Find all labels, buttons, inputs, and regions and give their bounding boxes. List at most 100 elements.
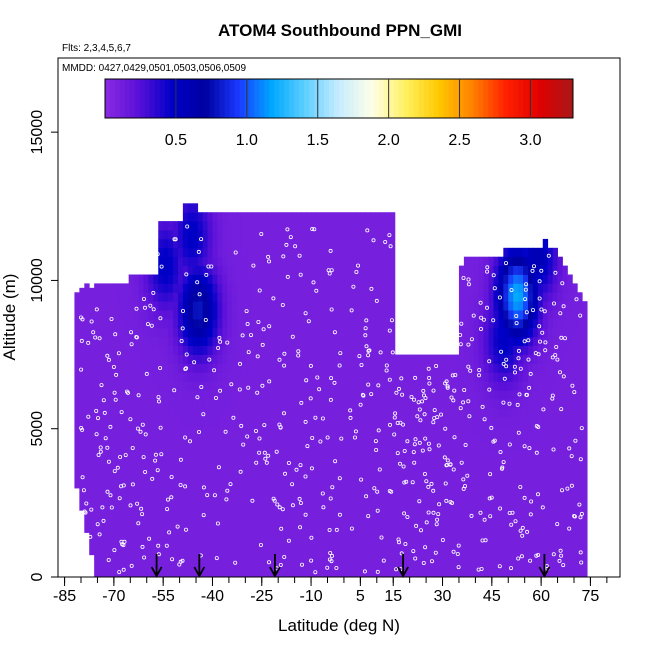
heat-cell: [527, 256, 534, 266]
heat-cell: [527, 327, 534, 338]
heat-cell: [148, 363, 154, 373]
sample-point: [223, 429, 228, 434]
heat-cell: [187, 345, 194, 355]
heat-cell: [523, 532, 529, 542]
heat-cell: [276, 283, 282, 293]
heat-cell: [458, 488, 465, 498]
heat-cell: [242, 372, 248, 382]
heat-cell: [281, 559, 287, 569]
heat-cell: [202, 470, 208, 480]
heat-cell: [296, 452, 302, 462]
heat-cell: [296, 390, 302, 400]
heat-cell: [311, 523, 317, 533]
heat-cell: [385, 407, 391, 418]
heat-cell: [182, 230, 189, 240]
heat-cell: [478, 256, 485, 266]
sample-point: [489, 495, 494, 500]
heat-cell: [434, 479, 440, 489]
heat-cell: [232, 345, 238, 355]
sample-point: [491, 273, 496, 278]
x-tick-label: 45: [483, 588, 501, 605]
sample-point: [82, 559, 87, 564]
sample-point: [275, 502, 280, 507]
heat-cell: [197, 318, 204, 329]
heat-cell: [404, 416, 411, 427]
heat-cell: [212, 550, 218, 560]
heat-cell: [508, 488, 514, 498]
heat-cell: [350, 230, 356, 240]
heat-cell: [306, 247, 312, 258]
heat-cell: [444, 425, 450, 436]
sample-point: [187, 439, 192, 444]
heat-cell: [118, 399, 125, 409]
heat-cell: [468, 310, 475, 320]
heat-cell: [370, 559, 376, 569]
heat-cell: [99, 434, 105, 444]
heat-cell: [518, 425, 524, 436]
heat-cell: [498, 399, 504, 409]
heat-cell: [212, 407, 218, 418]
heat-cell: [380, 354, 386, 364]
heat-cell: [320, 336, 327, 347]
sample-point: [169, 495, 174, 500]
heat-cell: [311, 381, 317, 391]
heat-cell: [217, 274, 223, 284]
heat-cell: [385, 212, 391, 222]
heat-cell: [94, 399, 100, 409]
heat-cell: [168, 434, 174, 444]
heat-cell: [567, 461, 573, 471]
heat-cell: [380, 461, 386, 471]
heat-cell: [197, 354, 204, 364]
heat-cell: [89, 367, 95, 378]
heat-cell: [261, 425, 268, 436]
sample-point: [458, 332, 463, 337]
heat-cell: [483, 407, 489, 418]
heat-cell: [207, 407, 213, 418]
heat-cell: [340, 336, 346, 347]
heat-cell: [84, 434, 90, 444]
heat-cell: [187, 523, 194, 533]
heat-cell: [444, 514, 450, 525]
sample-point: [482, 517, 487, 522]
heat-cell: [340, 559, 346, 569]
sample-point: [129, 342, 134, 347]
heat-cell: [227, 416, 233, 427]
heat-cell: [498, 327, 504, 338]
x-tick-label: -40: [201, 588, 224, 605]
heat-cell: [271, 505, 277, 516]
heat-cell: [513, 559, 519, 569]
heat-cell: [128, 318, 134, 329]
heat-cell: [148, 416, 154, 427]
heat-cell: [335, 221, 342, 231]
heat-cell: [409, 514, 415, 525]
heat-cell: [242, 532, 248, 542]
heat-cell: [301, 523, 307, 533]
colorbar-cell: [289, 79, 295, 118]
heat-cell: [444, 532, 450, 542]
heat-cell: [350, 381, 356, 391]
heat-cell: [463, 550, 470, 560]
heat-cell: [350, 256, 356, 266]
heat-cell: [128, 363, 134, 373]
heat-cell: [237, 247, 243, 258]
heat-cell: [582, 327, 588, 338]
heat-cell: [271, 221, 277, 231]
heat-cell: [508, 532, 514, 542]
heat-cell: [187, 292, 194, 302]
heat-cell: [128, 310, 134, 320]
heat-cell: [84, 479, 90, 489]
heat-cell: [202, 461, 208, 471]
heat-cell: [523, 470, 529, 480]
heat-cell: [340, 541, 346, 551]
heat-cell: [385, 470, 391, 480]
heat-cell: [315, 541, 322, 551]
heat-cell: [513, 327, 519, 338]
colorbar-cell: [458, 79, 464, 118]
heat-cell: [399, 390, 406, 400]
colorbar-cell: [343, 79, 350, 118]
heat-cell: [454, 407, 460, 418]
sample-point: [516, 430, 521, 435]
heat-cell: [404, 399, 411, 409]
heat-cell: [360, 283, 366, 293]
sample-point: [413, 556, 418, 561]
